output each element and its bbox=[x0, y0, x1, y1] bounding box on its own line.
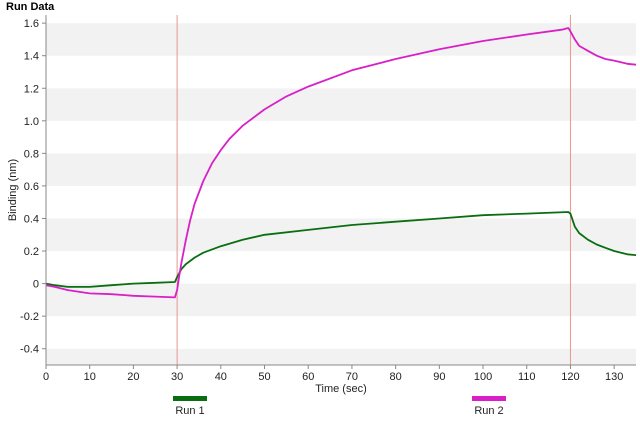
legend-label: Run 1 bbox=[175, 405, 204, 417]
x-tick-label: 60 bbox=[302, 371, 314, 383]
legend-label: Run 2 bbox=[474, 405, 503, 417]
x-tick-label: 90 bbox=[433, 371, 445, 383]
legend-swatch bbox=[472, 396, 506, 401]
grid-bands bbox=[46, 15, 636, 365]
x-tick-label: 120 bbox=[561, 371, 579, 383]
chart-title: Run Data bbox=[6, 1, 55, 13]
y-tick-label: 1.2 bbox=[24, 83, 39, 95]
grid-band bbox=[46, 153, 636, 186]
x-tick-label: 80 bbox=[390, 371, 402, 383]
grid-band bbox=[46, 251, 636, 284]
x-tick-label: 30 bbox=[171, 371, 183, 383]
y-tick-label: 1.4 bbox=[24, 51, 39, 63]
y-tick-label: -0.2 bbox=[20, 311, 39, 323]
x-tick-label: 0 bbox=[43, 371, 49, 383]
grid-band bbox=[46, 283, 636, 317]
y-tick-label: 1.6 bbox=[24, 18, 39, 30]
phase-markers bbox=[176, 15, 571, 365]
grid-band bbox=[46, 55, 636, 89]
axes bbox=[45, 15, 636, 366]
x-tick-label: 110 bbox=[518, 371, 536, 383]
x-tick-label: 130 bbox=[605, 371, 623, 383]
x-tick-label: 10 bbox=[84, 371, 96, 383]
y-tick-labels: -0.4 -0.2 0 0.2 0.4 0.6 0.8 1.0 1.2 1.4 1.6 bbox=[20, 18, 46, 356]
grid-band bbox=[46, 218, 636, 252]
y-tick-label: 0.8 bbox=[24, 148, 39, 160]
x-tick-label: 100 bbox=[474, 371, 492, 383]
x-tick-label: 50 bbox=[258, 371, 270, 383]
y-tick-label: 0.6 bbox=[24, 181, 39, 193]
grid-band bbox=[46, 316, 636, 349]
y-tick-label: 0.4 bbox=[24, 213, 39, 225]
grid-band bbox=[46, 15, 636, 24]
grid-band bbox=[46, 23, 636, 56]
y-tick-label: -0.4 bbox=[20, 344, 39, 356]
y-tick-label: 1.0 bbox=[24, 116, 39, 128]
series-line-run-2 bbox=[45, 27, 637, 299]
grid-band bbox=[46, 348, 636, 365]
series-line-run-1 bbox=[45, 211, 637, 288]
grid-band bbox=[46, 88, 636, 121]
legend: Run 1 Run 2 bbox=[173, 396, 506, 417]
x-axis-label: Time (sec) bbox=[315, 383, 367, 395]
series-lines bbox=[45, 27, 637, 299]
y-tick-label: 0.2 bbox=[24, 246, 39, 258]
x-tick-label: 40 bbox=[215, 371, 227, 383]
y-axis-label: Binding (nm) bbox=[7, 159, 19, 221]
x-tick-label: 70 bbox=[346, 371, 358, 383]
x-tick-labels: 0 10 20 30 40 50 60 70 80 90 100 110 120 130 bbox=[43, 365, 623, 383]
grid-band bbox=[46, 120, 636, 154]
legend-swatch bbox=[173, 396, 207, 401]
y-tick-label: 0 bbox=[33, 279, 39, 291]
x-tick-label: 20 bbox=[127, 371, 139, 383]
